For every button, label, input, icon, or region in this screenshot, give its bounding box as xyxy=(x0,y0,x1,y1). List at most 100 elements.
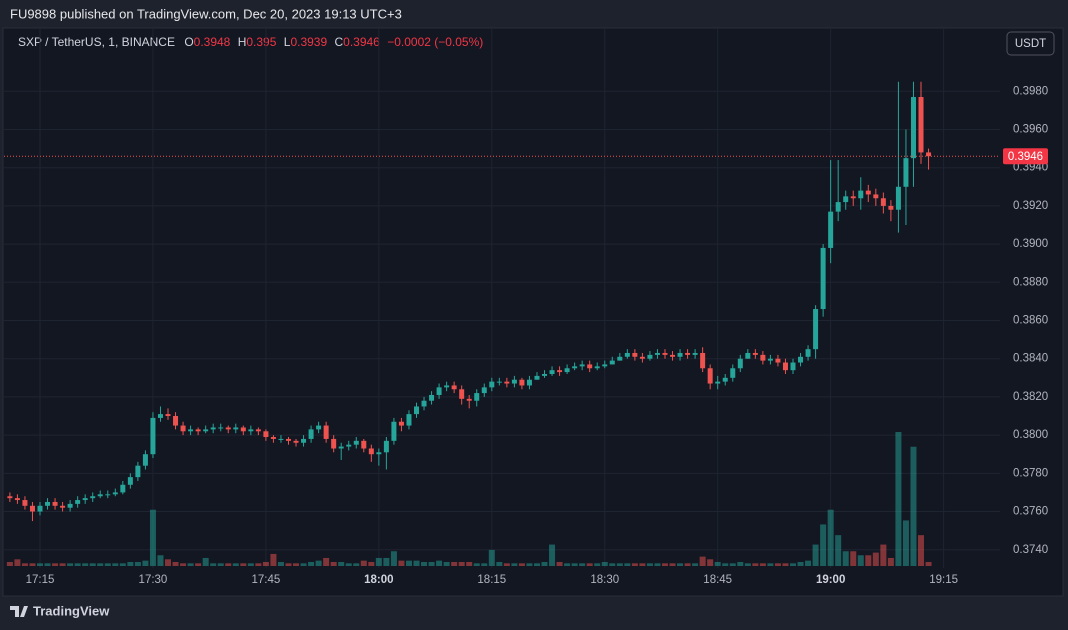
candle-body xyxy=(873,194,879,199)
volume-bar xyxy=(240,563,247,566)
volume-bar xyxy=(21,563,28,566)
volume-bar xyxy=(330,561,337,566)
volume-bar xyxy=(661,563,668,566)
volume-bar xyxy=(458,561,465,566)
volume-bar xyxy=(541,561,548,566)
candle-body xyxy=(240,427,246,432)
volume-bar xyxy=(436,560,443,566)
y-tick-label: 0.3980 xyxy=(1013,85,1048,97)
candle-body xyxy=(767,358,773,361)
candle-body xyxy=(233,427,239,430)
volume-bar xyxy=(601,561,608,566)
volume-bar xyxy=(925,561,932,566)
y-tick-label: 0.3740 xyxy=(1013,544,1048,556)
candle-body xyxy=(346,444,352,447)
volume-bar xyxy=(353,563,360,566)
candle-body xyxy=(316,425,322,430)
candle-body xyxy=(270,437,276,439)
candle-body xyxy=(444,385,450,388)
volume-bar xyxy=(134,561,141,566)
volume-bar xyxy=(338,561,345,566)
candle-body xyxy=(910,97,916,159)
last-price-box xyxy=(1003,148,1048,165)
candle-body xyxy=(180,425,186,432)
y-tick-label: 0.3820 xyxy=(1013,391,1048,403)
x-tick-label: 17:15 xyxy=(26,574,55,586)
candle-body xyxy=(662,352,668,355)
candle-body xyxy=(331,438,337,449)
volume-bar xyxy=(677,563,684,566)
candle-body xyxy=(278,438,284,440)
ohlc-label: L xyxy=(284,35,291,49)
volume-bar xyxy=(820,524,827,566)
candle-body xyxy=(60,505,66,508)
currency-label[interactable]: USDT xyxy=(1015,38,1046,50)
candle-body xyxy=(127,477,133,485)
volume-bar xyxy=(835,535,842,566)
volume-bar xyxy=(262,561,269,566)
volume-bar xyxy=(887,557,894,566)
publish-title: FU9898 published on TradingView.com, Dec… xyxy=(10,6,402,21)
volume-bar xyxy=(375,557,382,566)
candle-body xyxy=(323,425,329,439)
volume-bar xyxy=(759,563,766,566)
candle-body xyxy=(225,427,231,430)
candle-body xyxy=(526,379,532,386)
candle-body xyxy=(285,438,291,441)
candle-body xyxy=(707,368,713,384)
candle-body xyxy=(850,196,856,199)
volume-bar xyxy=(714,561,721,566)
x-tick-label: 18:00 xyxy=(364,574,393,586)
volume-bar xyxy=(217,563,224,566)
candle-body xyxy=(617,356,623,361)
candle-body xyxy=(474,393,480,401)
volume-bar xyxy=(255,563,262,566)
volume-bar xyxy=(323,557,330,566)
volume-bar xyxy=(119,563,126,566)
volume-bar xyxy=(616,563,623,566)
volume-bar xyxy=(29,563,36,566)
volume-bar xyxy=(797,561,804,566)
candle-body xyxy=(481,387,487,394)
x-tick-label: 18:15 xyxy=(477,574,506,586)
x-tick-label: 18:45 xyxy=(703,574,732,586)
candle-body xyxy=(685,352,691,355)
volume-bar xyxy=(232,563,239,566)
volume-bar xyxy=(503,563,510,566)
volume-bar xyxy=(277,561,284,566)
volume-bar xyxy=(210,563,217,566)
candle-body xyxy=(150,417,156,455)
volume-bar xyxy=(722,563,729,566)
candle-body xyxy=(805,349,811,357)
last-price-label: 0.3946 xyxy=(1008,151,1043,163)
volume-bar xyxy=(549,544,556,566)
volume-bar xyxy=(624,563,631,566)
volume-bar xyxy=(586,563,593,566)
volume-bar xyxy=(782,563,789,566)
candle-body xyxy=(820,247,826,310)
volume-bar xyxy=(910,446,917,566)
y-tick-label: 0.3940 xyxy=(1013,162,1048,174)
volume-bar xyxy=(44,563,51,566)
volume-bar xyxy=(488,549,495,566)
candle-body xyxy=(429,395,435,401)
candle-body xyxy=(903,158,909,187)
y-tick-label: 0.3960 xyxy=(1013,124,1048,136)
candle-body xyxy=(255,429,261,432)
volume-bar xyxy=(895,432,902,566)
candle-body xyxy=(157,414,163,418)
candle-body xyxy=(587,364,593,369)
volume-bar xyxy=(247,563,254,566)
candle-body xyxy=(248,429,254,432)
y-tick-label: 0.3920 xyxy=(1013,200,1048,212)
candle-body xyxy=(624,352,630,357)
currency-button[interactable] xyxy=(1006,31,1055,56)
volume-bar xyxy=(67,563,74,566)
candle-body xyxy=(489,381,495,388)
volume-bar xyxy=(300,563,307,566)
volume-bar xyxy=(812,544,819,566)
candle-body xyxy=(504,381,510,384)
volume-bar xyxy=(405,560,412,566)
volume-bar xyxy=(609,563,616,566)
